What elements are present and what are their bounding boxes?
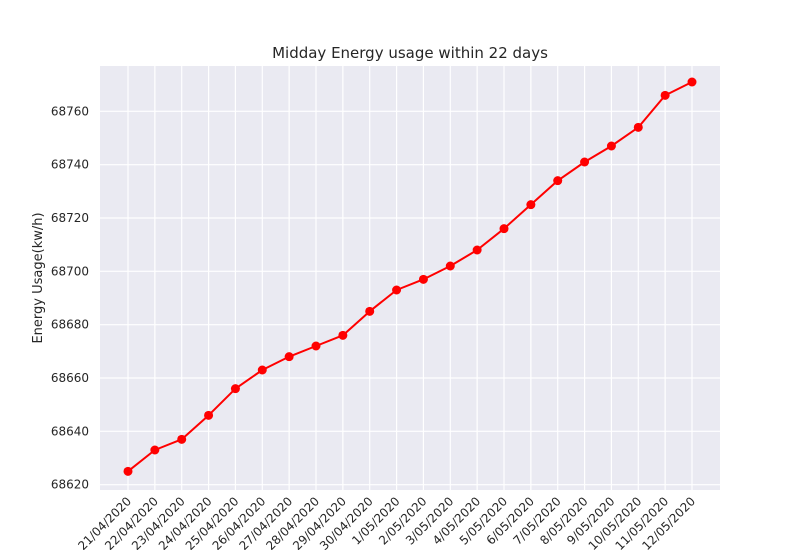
data-point — [257, 365, 267, 375]
grid-lines — [100, 66, 720, 490]
data-point — [338, 330, 348, 340]
data-point — [633, 122, 643, 132]
data-point — [499, 224, 509, 234]
data-point — [311, 341, 321, 351]
y-tick-labels: 68620 68640 68660 68680 68700 68720 68740 68760 — [51, 104, 89, 491]
data-point — [526, 200, 536, 210]
y-tick-label: 68760 — [51, 104, 89, 118]
y-tick-label: 68620 — [51, 478, 89, 492]
data-point — [230, 384, 240, 394]
data-point — [204, 410, 214, 420]
data-point — [687, 77, 697, 87]
data-point — [177, 434, 187, 444]
data-point — [392, 285, 402, 295]
data-point — [123, 466, 133, 476]
y-axis-label: Energy Usage(kw/h) — [31, 212, 46, 343]
plot-background — [100, 66, 720, 490]
y-tick-label: 68700 — [51, 264, 89, 278]
data-point — [606, 141, 616, 151]
y-tick-label: 68680 — [51, 318, 89, 332]
series-line — [127, 81, 693, 473]
data-point — [150, 445, 160, 455]
x-tick-labels: 21/04/202022/04/202023/04/202024/04/2020… — [75, 494, 698, 550]
data-point — [284, 352, 294, 362]
data-point — [472, 245, 482, 255]
data-point — [365, 306, 375, 316]
y-tick-label: 68660 — [51, 371, 89, 385]
data-point — [553, 176, 563, 186]
data-point — [660, 90, 670, 100]
series-layer — [123, 77, 697, 476]
y-tick-label: 68740 — [51, 158, 89, 172]
data-point — [418, 274, 428, 284]
data-point — [445, 261, 455, 271]
chart-title: Midday Energy usage within 22 days — [272, 44, 548, 62]
y-tick-label: 68720 — [51, 211, 89, 225]
y-tick-label: 68640 — [51, 424, 89, 438]
data-point — [580, 157, 590, 167]
